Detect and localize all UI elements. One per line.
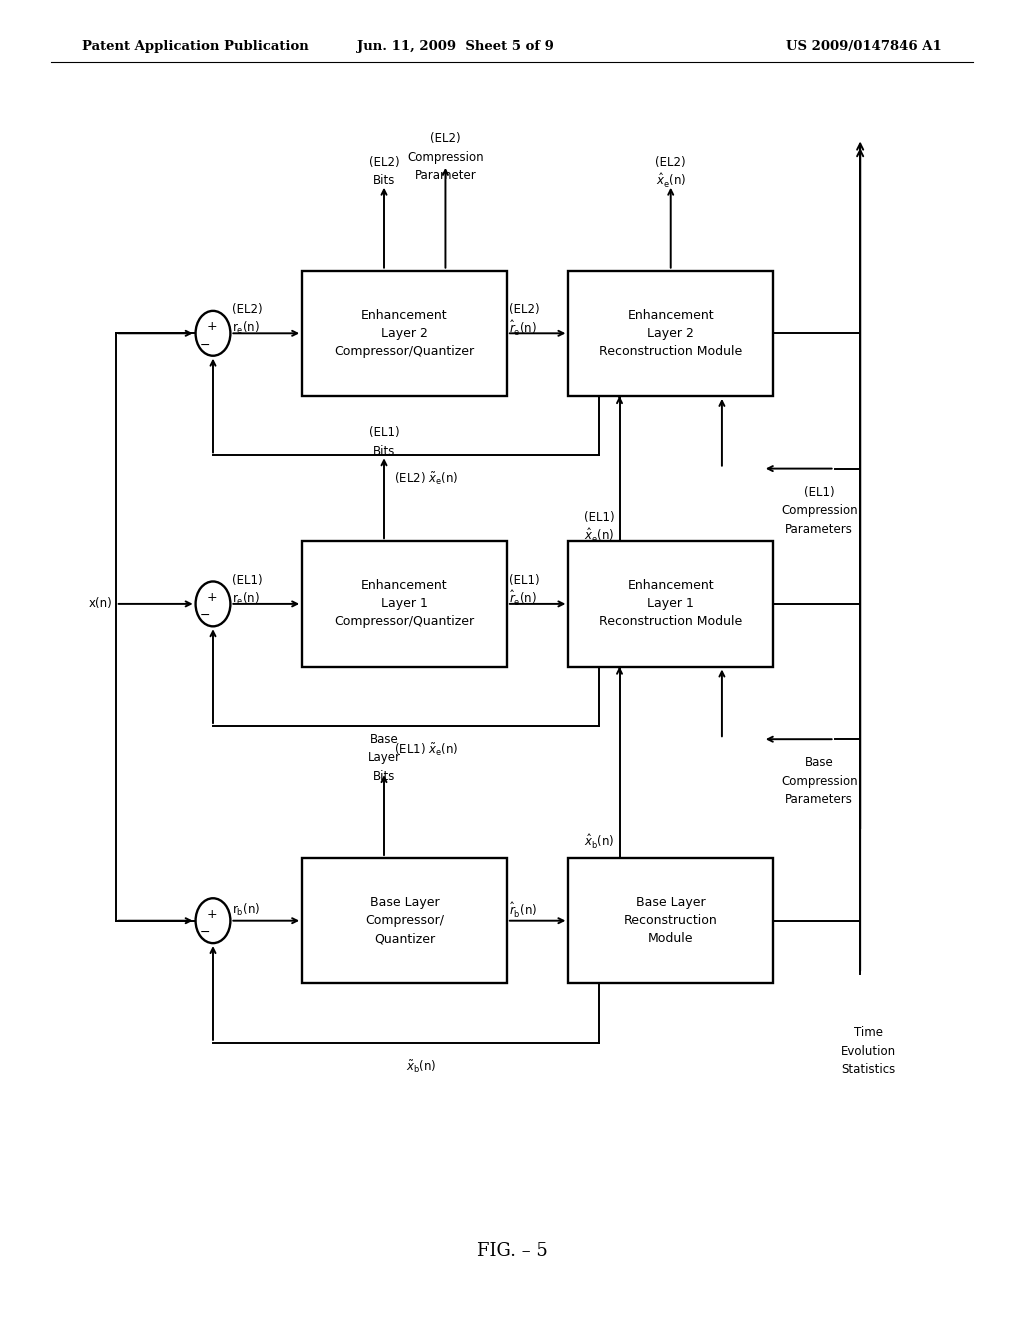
FancyBboxPatch shape bbox=[568, 271, 773, 396]
Text: Time: Time bbox=[854, 1027, 883, 1039]
Text: (EL1): (EL1) bbox=[232, 574, 263, 586]
FancyBboxPatch shape bbox=[568, 858, 773, 983]
Text: Parameters: Parameters bbox=[785, 523, 853, 536]
FancyBboxPatch shape bbox=[302, 541, 507, 667]
Text: +: + bbox=[207, 908, 217, 920]
Text: Enhancement
Layer 2
Reconstruction Module: Enhancement Layer 2 Reconstruction Modul… bbox=[599, 309, 742, 358]
Text: (EL2): (EL2) bbox=[430, 132, 461, 145]
FancyBboxPatch shape bbox=[302, 271, 507, 396]
Text: Parameters: Parameters bbox=[785, 793, 853, 807]
Text: (EL1): (EL1) bbox=[584, 511, 614, 524]
Text: Patent Application Publication: Patent Application Publication bbox=[82, 40, 308, 53]
Text: Bits: Bits bbox=[373, 174, 395, 187]
Text: Base: Base bbox=[370, 733, 398, 746]
Circle shape bbox=[196, 310, 230, 355]
Text: (EL2): (EL2) bbox=[369, 156, 399, 169]
Text: (EL1): (EL1) bbox=[369, 426, 399, 440]
Text: Bits: Bits bbox=[373, 770, 395, 783]
Text: Enhancement
Layer 2
Compressor/Quantizer: Enhancement Layer 2 Compressor/Quantizer bbox=[335, 309, 474, 358]
Text: (EL1) $\tilde{x}_{\mathsf{e}}$(n): (EL1) $\tilde{x}_{\mathsf{e}}$(n) bbox=[394, 742, 459, 758]
Text: $\hat{x}_{\mathsf{e}}$(n): $\hat{x}_{\mathsf{e}}$(n) bbox=[584, 527, 614, 545]
Text: +: + bbox=[207, 591, 217, 603]
Text: $\hat{r}_{\mathsf{e}}$(n): $\hat{r}_{\mathsf{e}}$(n) bbox=[509, 589, 537, 609]
Text: −: − bbox=[200, 927, 210, 939]
Text: x(n): x(n) bbox=[89, 598, 113, 610]
Text: −: − bbox=[200, 339, 210, 351]
Text: FIG. – 5: FIG. – 5 bbox=[476, 1242, 548, 1261]
Text: Compression: Compression bbox=[781, 775, 857, 788]
Text: Compression: Compression bbox=[781, 504, 857, 517]
Text: Compression: Compression bbox=[408, 150, 483, 164]
Text: Layer: Layer bbox=[368, 751, 400, 764]
Text: +: + bbox=[207, 321, 217, 333]
Text: $\hat{r}_{\mathsf{e}}$(n): $\hat{r}_{\mathsf{e}}$(n) bbox=[509, 318, 537, 338]
Text: r$_{\mathsf{e}}$(n): r$_{\mathsf{e}}$(n) bbox=[232, 590, 260, 607]
Text: $\tilde{x}_{\mathsf{b}}$(n): $\tilde{x}_{\mathsf{b}}$(n) bbox=[407, 1059, 436, 1074]
Text: (EL1): (EL1) bbox=[509, 574, 540, 586]
Text: Evolution: Evolution bbox=[841, 1045, 896, 1057]
Circle shape bbox=[196, 581, 230, 627]
Text: Jun. 11, 2009  Sheet 5 of 9: Jun. 11, 2009 Sheet 5 of 9 bbox=[357, 40, 554, 53]
Text: $\hat{x}_{\mathsf{b}}$(n): $\hat{x}_{\mathsf{b}}$(n) bbox=[584, 833, 614, 851]
Text: US 2009/0147846 A1: US 2009/0147846 A1 bbox=[786, 40, 942, 53]
Text: Parameter: Parameter bbox=[415, 169, 476, 182]
Circle shape bbox=[196, 898, 230, 942]
Text: Enhancement
Layer 1
Reconstruction Module: Enhancement Layer 1 Reconstruction Modul… bbox=[599, 579, 742, 628]
FancyBboxPatch shape bbox=[302, 858, 507, 983]
Text: −: − bbox=[200, 610, 210, 622]
Text: Base: Base bbox=[805, 756, 834, 770]
Text: Statistics: Statistics bbox=[842, 1064, 895, 1076]
FancyBboxPatch shape bbox=[568, 541, 773, 667]
Text: Enhancement
Layer 1
Compressor/Quantizer: Enhancement Layer 1 Compressor/Quantizer bbox=[335, 579, 474, 628]
Text: $\hat{x}_{\mathsf{e}}$(n): $\hat{x}_{\mathsf{e}}$(n) bbox=[655, 172, 686, 190]
Text: (EL2): (EL2) bbox=[232, 304, 263, 315]
Text: Base Layer
Compressor/
Quantizer: Base Layer Compressor/ Quantizer bbox=[365, 896, 444, 945]
Text: Bits: Bits bbox=[373, 445, 395, 458]
Text: Base Layer
Reconstruction
Module: Base Layer Reconstruction Module bbox=[624, 896, 718, 945]
Text: $\hat{r}_{\mathsf{b}}$(n): $\hat{r}_{\mathsf{b}}$(n) bbox=[509, 900, 538, 920]
Text: (EL2): (EL2) bbox=[655, 156, 686, 169]
Text: (EL2) $\tilde{x}_{\mathsf{e}}$(n): (EL2) $\tilde{x}_{\mathsf{e}}$(n) bbox=[394, 471, 459, 487]
Text: (EL2): (EL2) bbox=[509, 304, 540, 315]
Text: r$_{\mathsf{e}}$(n): r$_{\mathsf{e}}$(n) bbox=[232, 319, 260, 337]
Text: r$_{\mathsf{b}}$(n): r$_{\mathsf{b}}$(n) bbox=[232, 902, 261, 919]
Text: (EL1): (EL1) bbox=[804, 486, 835, 499]
